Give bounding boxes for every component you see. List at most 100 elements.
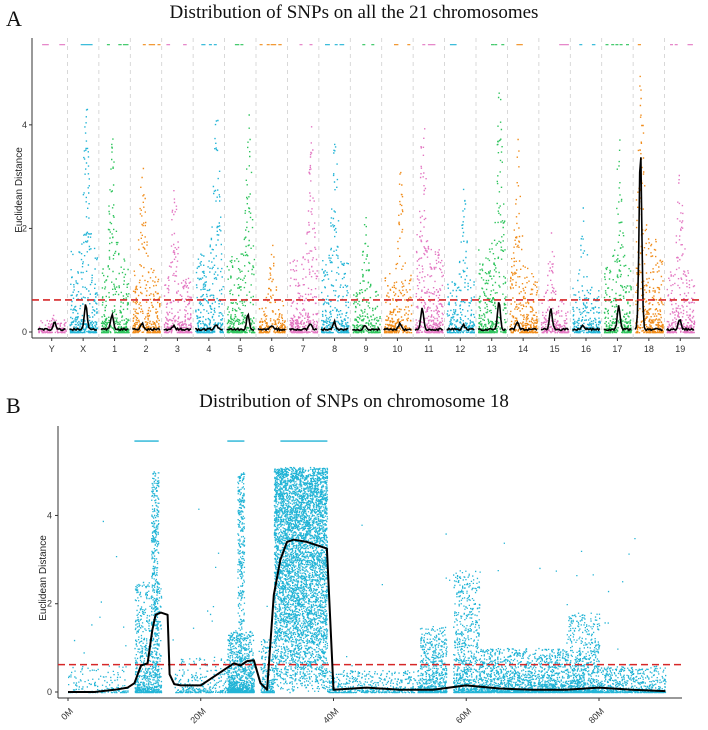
panel-a-points-chr-14	[509, 138, 539, 334]
panel-a-smooth-line-chr-7	[288, 323, 318, 332]
panel-a-points-chr-9	[352, 217, 381, 334]
panel-a-smooth-lines	[37, 157, 695, 332]
panel-a-saturated-chr-6	[259, 44, 282, 46]
panel-a-y-label: Euclidean Distance	[14, 147, 25, 233]
panel-a-y-tick-label: 2	[22, 223, 27, 233]
panel-a-saturated-chr-15	[559, 44, 569, 46]
panel-a-smooth-line-chr-16	[572, 324, 601, 332]
panel-b-x-tick-label: 60M	[454, 706, 473, 725]
panel-a-saturated-chr-4	[201, 44, 217, 46]
panel-a-x-tick-label: 10	[392, 344, 402, 354]
panel-b-y-tick-label: 0	[47, 687, 52, 697]
panel-a-smooth-line-chr-3	[163, 323, 192, 332]
panel-a-x-tick-label: 8	[332, 344, 337, 354]
panel-a-points-chr-2	[132, 167, 161, 334]
panel-a-smooth-line-chr-1	[100, 311, 129, 332]
panel-a-points-chr-11	[415, 128, 444, 334]
panel-b-x-tick-label: 40M	[321, 706, 340, 725]
panel-a-x-tick-label: 16	[581, 344, 591, 354]
panel-b-saturated-points	[134, 440, 328, 442]
panel-a-points-chr-10	[383, 171, 413, 334]
panel-a-points-chr-8	[321, 143, 350, 334]
panel-a-points-chr-16	[572, 207, 601, 334]
panel-a-smooth-line-chr-12	[446, 322, 475, 331]
panel-a-x-tick-label: 13	[487, 344, 497, 354]
panel-a-smooth-line-chr-4	[194, 324, 223, 332]
panel-a-x-tick-label: 1	[112, 344, 117, 354]
panel-a-points	[38, 44, 696, 334]
panel-a-points-chr-15	[540, 232, 570, 334]
panel-a-saturated-chr-8	[325, 44, 345, 46]
panel-a-saturated-chr-14	[516, 44, 523, 46]
panel-a-smooth-line-chr-11	[414, 307, 444, 332]
panel-a-smooth-line-chr-13	[477, 301, 507, 332]
panel-a-smooth-line-chr-X	[69, 304, 98, 332]
panel-a-x-tick-label: 5	[238, 344, 243, 354]
panel-b-title: Distribution of SNPs on chromosome 18	[199, 391, 509, 412]
panel-a-x-tick-label: Y	[49, 344, 55, 354]
panel-a-points-chr-X	[69, 108, 99, 334]
panel-a-x-tick-label: 2	[143, 344, 148, 354]
panel-a-points-chr-12	[446, 188, 476, 334]
panel-a-points-chr-5	[226, 114, 256, 334]
panel-a-saturated-chr-5	[234, 44, 244, 46]
panel-a-saturated-chr-Y	[42, 44, 66, 46]
panel-a-smooth-line-chr-8	[320, 318, 349, 332]
panel-a-x-tick-label: 6	[269, 344, 274, 354]
panel-b-y-label: Euclidean Distance	[38, 535, 49, 621]
panel-a-x-tick-label: 4	[206, 344, 211, 354]
panel-a-x-tick-label: 19	[675, 344, 685, 354]
panel-a-letter: A	[6, 6, 22, 31]
panel-a-saturated-chr-2	[142, 44, 161, 46]
panel-a-smooth-line-chr-10	[383, 321, 412, 332]
panel-b-y-tick-label: 4	[47, 510, 52, 520]
panel-a-smooth-line-chr-19	[665, 318, 695, 332]
panel-b-smooth-line	[68, 538, 666, 693]
panel-a-points-chr-4	[195, 119, 224, 334]
panel-a-smooth-line-chr-15	[540, 308, 569, 332]
panel-a-x-tick-label: 12	[455, 344, 465, 354]
panel-a-saturated-chr-18	[637, 44, 641, 46]
panel-a-saturated-chr-7	[299, 44, 313, 46]
panel-a-saturated-chr-3	[166, 44, 187, 46]
panel-a-title: Distribution of SNPs on all the 21 chrom…	[170, 2, 539, 23]
panel-a-points-chr-17	[603, 139, 633, 334]
panel-a-saturated-chr-10	[394, 44, 411, 46]
panel-a-smooth-line-chr-2	[131, 321, 161, 332]
panel-a-saturated-chr-1	[106, 44, 129, 46]
panel-a-saturated-chr-19	[670, 44, 693, 46]
panel-a-x-tick-label: 11	[424, 344, 433, 354]
panel-a-smooth-line-chr-17	[603, 305, 632, 332]
panel-a-y-tick-label: 4	[22, 120, 27, 130]
panel-a-smooth-line-chr-Y	[37, 321, 66, 332]
panel-a-points-chr-13	[478, 92, 507, 334]
panel-a-x-tick-label: 3	[175, 344, 180, 354]
panel-a-saturated-chr-16	[579, 44, 596, 46]
panel-a-x-tick-label: 18	[644, 344, 654, 354]
panel-b-letter: B	[6, 393, 21, 418]
panel-b-points	[68, 466, 667, 694]
panel-a-saturated-chr-11	[422, 44, 436, 46]
panel-a-points-chr-6	[258, 244, 287, 334]
panel-a-x-tick-label: X	[80, 344, 86, 354]
panel-a-smooth-line-chr-6	[257, 325, 286, 332]
panel-a-points-chr-1	[100, 138, 130, 334]
panel-a-y-tick-label: 0	[22, 327, 27, 337]
panel-a-points-chr-3	[163, 190, 193, 334]
panel-a-smooth-line-chr-5	[226, 312, 255, 332]
panel-b-x-tick-label: 80M	[587, 706, 606, 725]
panel-a-x-tick-label: 14	[518, 344, 528, 354]
panel-a-x-tick-label: 9	[363, 344, 368, 354]
panel-a-saturated-chr-9	[362, 44, 375, 46]
panel-a-x-tick-label: 17	[612, 344, 622, 354]
panel-a-points-chr-19	[666, 174, 696, 334]
panel-a-x-tick-label: 7	[301, 344, 306, 354]
panel-b-x-tick-label: 0M	[59, 706, 75, 722]
panel-a-saturated-chr-X	[80, 44, 93, 46]
panel-b-y-tick-label: 2	[47, 599, 52, 609]
panel-b-x-tick-label: 20M	[188, 706, 207, 725]
panel-a-smooth-line-chr-18	[634, 157, 663, 332]
